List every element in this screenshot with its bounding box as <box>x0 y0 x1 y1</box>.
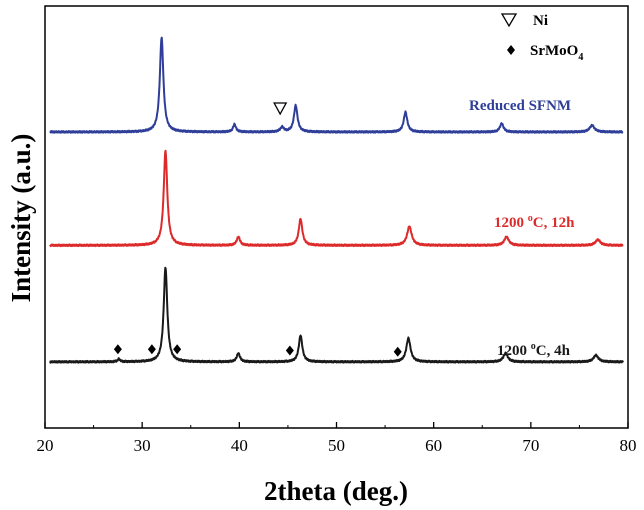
series-label-4h-number: 1200 <box>497 343 531 359</box>
y-axis-label: Intensity (a.u.) <box>6 134 36 303</box>
x-axis-label: 2theta (deg.) <box>264 476 408 506</box>
series-label-1200c-12h: 1200 oC, 12h <box>494 213 575 231</box>
x-axis: 20 30 40 50 60 70 80 <box>37 422 637 455</box>
series-label-12h-number: 1200 <box>494 215 528 231</box>
legend-open-triangle-icon <box>500 13 518 28</box>
series-label-reduced-sfnm: Reduced SFNM <box>469 98 571 114</box>
legend: Ni SrMoO4 <box>500 13 583 63</box>
srmoo4-diamond-marker <box>285 345 294 356</box>
x-tick-label-60: 60 <box>425 436 442 455</box>
series-label-12h-degree: o <box>528 213 533 224</box>
x-tick-label-70: 70 <box>522 436 539 455</box>
marker-layer <box>113 102 402 357</box>
x-tick-label-50: 50 <box>328 436 345 455</box>
series-line-2 <box>49 266 624 364</box>
series-label-12h-rest: C, 12h <box>533 215 575 231</box>
legend-label-ni: Ni <box>533 13 548 29</box>
x-tick-label-20: 20 <box>37 436 54 455</box>
x-tick-label-30: 30 <box>134 436 151 455</box>
x-tick-label-40: 40 <box>231 436 248 455</box>
series-line-1 <box>49 149 624 248</box>
series-label-1200c-4h: 1200 oC, 4h <box>497 341 571 359</box>
ni-triangle-marker <box>273 102 288 116</box>
srmoo4-diamond-marker <box>147 344 156 355</box>
legend-label-srmoo4-main: SrMoO <box>530 43 578 59</box>
series-line-0 <box>49 36 624 134</box>
legend-filled-diamond-icon <box>507 45 515 55</box>
legend-label-srmoo4-subscript: 4 <box>578 52 583 63</box>
srmoo4-diamond-marker <box>393 346 402 357</box>
series-label-4h-rest: C, 4h <box>536 343 571 359</box>
srmoo4-diamond-marker <box>113 344 122 355</box>
srmoo4-diamond-marker <box>173 344 182 355</box>
legend-label-srmoo4: SrMoO4 <box>530 43 583 63</box>
x-tick-label-80: 80 <box>620 436 637 455</box>
series-label-4h-degree: o <box>531 341 536 352</box>
series-layer <box>49 36 624 364</box>
